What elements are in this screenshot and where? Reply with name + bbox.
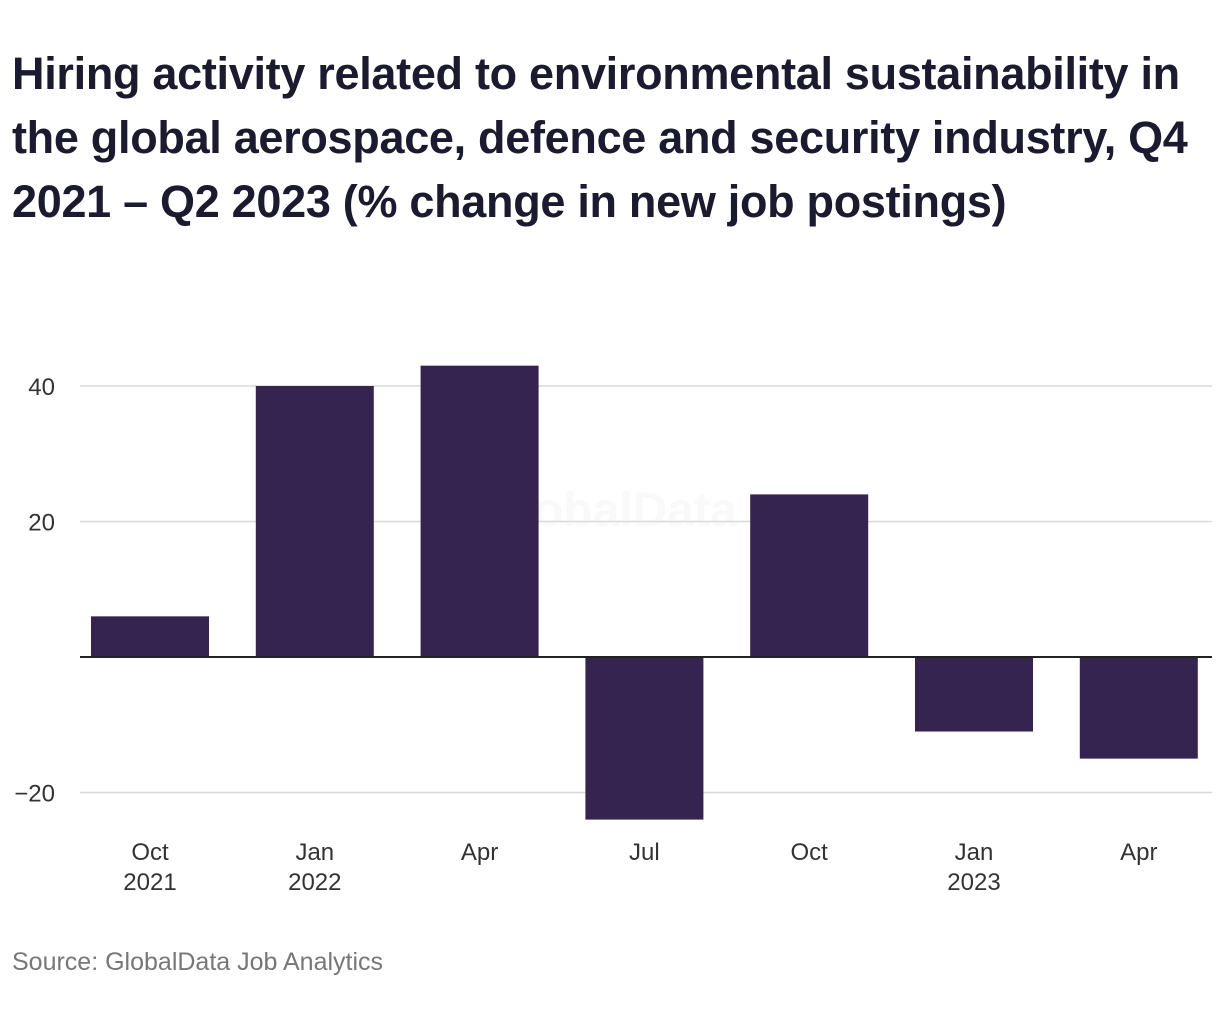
x-tick-label: Apr: [1120, 839, 1157, 866]
x-tick-year-label: 2022: [288, 869, 341, 896]
bars: [91, 365, 1198, 820]
x-tick-label: Jul: [629, 839, 660, 866]
bar: [91, 616, 209, 657]
x-tick-label: Jan: [295, 839, 334, 866]
x-tick-label: Apr: [461, 839, 498, 866]
bar: [420, 365, 539, 657]
x-tick-label: Oct: [131, 839, 169, 866]
y-tick-label: −20: [14, 781, 55, 808]
y-axis-ticks: 40 20 −20: [14, 374, 55, 808]
bar: [585, 657, 704, 820]
y-tick-label: 40: [28, 374, 55, 401]
bar: [255, 386, 374, 657]
bar: [1079, 657, 1198, 759]
x-tick-year-label: 2023: [947, 869, 1000, 896]
x-tick-label: Oct: [791, 839, 829, 866]
x-axis-ticks: Oct 2021 Jan 2022 Apr Jul Oct Jan 2023 Apr: [123, 839, 1157, 896]
x-tick-label: Jan: [955, 839, 994, 866]
bar: [915, 657, 1033, 732]
y-tick-label: 20: [28, 510, 55, 537]
chart-title: Hiring activity related to environmental…: [12, 48, 1188, 227]
source-note: Source: GlobalData Job Analytics: [12, 948, 384, 976]
x-tick-year-label: 2021: [123, 869, 176, 896]
bar: [750, 494, 869, 657]
